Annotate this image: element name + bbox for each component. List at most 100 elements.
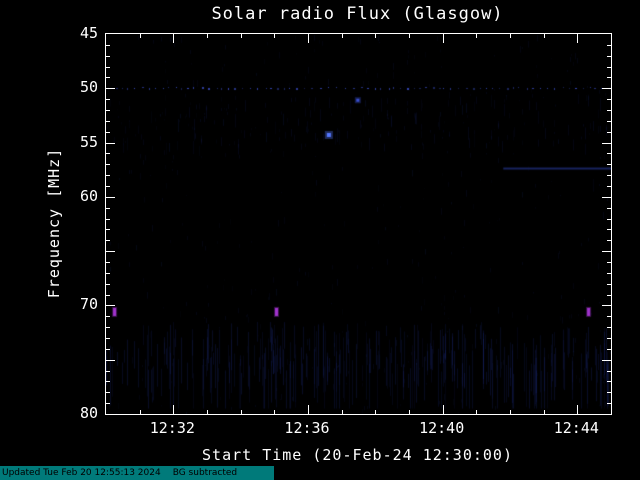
tick-mark	[607, 56, 611, 57]
tick-mark	[602, 88, 611, 89]
tick-mark	[602, 143, 611, 144]
tick-mark	[140, 410, 141, 414]
tick-mark	[342, 34, 343, 38]
tick-mark	[375, 410, 376, 414]
tick-mark	[602, 360, 611, 361]
tick-mark	[375, 34, 376, 38]
tick-mark	[607, 110, 611, 111]
tick-mark	[207, 34, 208, 38]
plot-area	[105, 33, 612, 415]
tick-mark	[106, 240, 110, 241]
tick-mark	[607, 392, 611, 393]
tick-mark	[106, 110, 110, 111]
x-tick-label: 12:32	[149, 419, 195, 437]
tick-mark	[106, 67, 110, 68]
tick-mark	[106, 175, 110, 176]
tick-mark	[607, 371, 611, 372]
tick-mark	[106, 164, 110, 165]
tick-mark	[308, 34, 309, 43]
tick-mark	[607, 208, 611, 209]
tick-mark	[241, 410, 242, 414]
tick-mark	[607, 240, 611, 241]
tick-mark	[106, 186, 110, 187]
tick-mark	[607, 121, 611, 122]
tick-mark	[106, 132, 110, 133]
tick-mark	[106, 219, 110, 220]
tick-mark	[607, 45, 611, 46]
tick-mark	[106, 121, 110, 122]
tick-mark	[106, 371, 110, 372]
tick-mark	[106, 262, 110, 263]
tick-mark	[106, 229, 110, 230]
tick-mark	[607, 349, 611, 350]
tick-mark	[106, 327, 110, 328]
tick-mark	[602, 251, 611, 252]
tick-mark	[106, 360, 115, 361]
tick-mark	[106, 403, 110, 404]
y-tick-label: 50	[79, 78, 98, 97]
tick-mark	[106, 251, 115, 252]
x-tick-label: 12:40	[419, 419, 465, 437]
tick-mark	[342, 410, 343, 414]
tick-mark	[607, 132, 611, 133]
y-tick-label: 70	[79, 295, 98, 314]
tick-mark	[510, 34, 511, 38]
tick-mark	[140, 34, 141, 38]
tick-mark	[106, 338, 110, 339]
y-tick-label: 60	[79, 186, 98, 205]
status-updated-text: Updated Tue Feb 20 12:55:13 2024	[2, 468, 161, 478]
x-tick-label: 12:44	[553, 419, 599, 437]
tick-mark	[409, 410, 410, 414]
tick-mark	[476, 410, 477, 414]
tick-mark	[173, 405, 174, 414]
tick-mark	[106, 143, 115, 144]
tick-mark	[607, 99, 611, 100]
status-bg-subtracted-text: BG subtracted	[172, 468, 238, 478]
tick-mark	[106, 392, 110, 393]
tick-mark	[607, 186, 611, 187]
tick-mark	[607, 381, 611, 382]
tick-mark	[274, 410, 275, 414]
tick-mark	[443, 405, 444, 414]
tick-mark	[106, 208, 110, 209]
tick-mark	[607, 273, 611, 274]
tick-mark	[544, 410, 545, 414]
x-axis-label: Start Time (20-Feb-24 12:30:00)	[202, 446, 513, 464]
tick-mark	[607, 175, 611, 176]
tick-mark	[607, 77, 611, 78]
tick-mark	[443, 34, 444, 43]
tick-mark	[544, 34, 545, 38]
tick-mark	[607, 153, 611, 154]
y-axis-label: Frequency [MHz]	[45, 147, 63, 299]
tick-mark	[106, 153, 110, 154]
tick-mark	[106, 56, 110, 57]
tick-mark	[106, 45, 110, 46]
tick-mark	[106, 77, 110, 78]
tick-mark	[607, 262, 611, 263]
tick-mark	[274, 34, 275, 38]
tick-mark	[607, 327, 611, 328]
tick-mark	[106, 295, 110, 296]
y-tick-label: 45	[79, 24, 98, 42]
tick-mark	[510, 410, 511, 414]
plot-title: Solar radio Flux (Glasgow)	[211, 4, 504, 24]
tick-mark	[106, 273, 110, 274]
spectrogram-canvas	[106, 34, 611, 414]
tick-mark	[602, 197, 611, 198]
tick-mark	[106, 349, 110, 350]
tick-mark	[577, 405, 578, 414]
tick-mark	[607, 403, 611, 404]
tick-mark	[409, 34, 410, 38]
tick-mark	[476, 34, 477, 38]
y-tick-label: 80	[79, 404, 98, 422]
tick-mark	[607, 338, 611, 339]
tick-mark	[106, 284, 110, 285]
x-tick-label: 12:36	[284, 419, 330, 437]
tick-mark	[308, 405, 309, 414]
tick-mark	[577, 34, 578, 43]
tick-mark	[607, 67, 611, 68]
tick-mark	[106, 197, 115, 198]
tick-mark	[607, 295, 611, 296]
tick-mark	[607, 284, 611, 285]
